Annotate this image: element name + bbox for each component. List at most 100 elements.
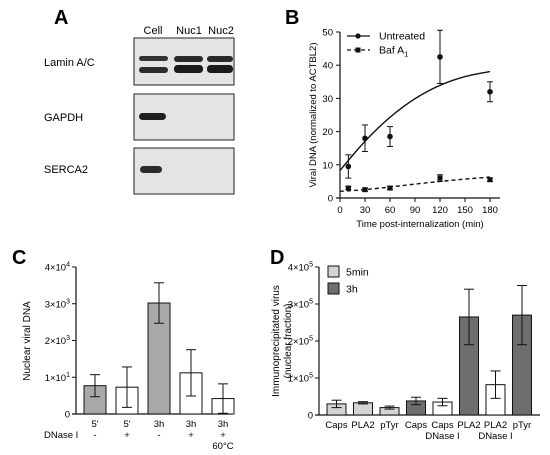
band-lamin-nuc2-upper (207, 56, 233, 62)
band-lamin-nuc1-upper (174, 56, 203, 62)
b-ytick-label: 20 (322, 127, 333, 138)
chart-c-dnase-row-label: DNase I (44, 430, 78, 441)
c-dnase-label: + (124, 430, 130, 441)
ytick-label: 1×101 (45, 372, 70, 384)
band-lamin-cell-lower (139, 67, 168, 73)
ytick-label: 3×105 (288, 299, 313, 311)
chart-b-legend: Untreated Baf A1 (347, 31, 425, 59)
blot-label-lamin: Lamin A/C (44, 57, 95, 69)
legend-5min: 5min (346, 267, 369, 279)
d-x-label: PLA2 (484, 420, 507, 431)
chart-c-y-ticks: 0 1×101 2×103 3×103 4×104 (45, 262, 76, 421)
d-x-label: PLA2 (457, 420, 480, 431)
blot-label-serca2: SERCA2 (44, 164, 88, 176)
b-fit-line (339, 176, 491, 193)
blot-serca2 (133, 147, 235, 195)
b-xtick-label: 180 (482, 205, 498, 216)
band-serca2-cell (140, 166, 162, 173)
band-lamin-nuc2-lower (207, 65, 233, 73)
chart-d-ylabel: Immunoprecipitated virus(nuclear fractio… (271, 285, 294, 397)
c-time-label: 5' (91, 419, 98, 430)
b-ytick-label: 0 (328, 194, 333, 205)
chart-c-x-labels: 5'-5'+3h-3h+3h+60°C (91, 419, 233, 452)
b-ytick-label: 30 (322, 94, 333, 105)
legend-swatch-5min (327, 265, 340, 278)
ytick-label: 4×104 (45, 262, 70, 274)
d-x-label: pTyr (380, 420, 398, 431)
b-ytick-label: 50 (322, 28, 333, 39)
panel-c-letter: C (12, 247, 26, 269)
d-x-label: pTyr (513, 420, 531, 431)
legend-bafa1: Baf A1 (379, 45, 408, 59)
blot-label-gapdh: GAPDH (44, 112, 83, 124)
d-x-label: Caps (405, 420, 427, 431)
c-time-label: 3h (218, 419, 229, 430)
legend-3h: 3h (346, 284, 358, 296)
lane-label-nuc2: Nuc2 (208, 25, 234, 37)
c-time-label: 3h (154, 419, 165, 430)
panel-a-letter: A (54, 7, 68, 29)
lane-label-cell: Cell (144, 25, 163, 37)
d-x-sublabel: DNase I (425, 431, 459, 442)
ytick-label: 1×105 (288, 373, 313, 385)
b-point-bafa1 (487, 177, 493, 183)
band-lamin-nuc1-lower (174, 65, 203, 73)
chart-b-y-ticks: 0 10 20 30 40 50 (322, 28, 340, 205)
b-point-bafa1 (345, 185, 351, 191)
blot-gapdh (133, 93, 235, 141)
c-time-label: 3h (186, 419, 197, 430)
chart-b-series (339, 29, 493, 193)
ytick-label: 2×103 (45, 335, 70, 347)
panel-a: A Cell Nuc1 Nuc2 Lamin A/C GAPDH SERCA2 (44, 7, 235, 195)
d-x-label: Caps (325, 420, 347, 431)
b-point-bafa1 (362, 187, 368, 193)
b-point-untreated (487, 88, 493, 95)
b-xtick-label: 0 (337, 205, 342, 216)
chart-c-ylabel: Nuclear viral DNA (22, 301, 33, 381)
panel-b: B 0 10 20 30 40 50 0 30 60 90 120 150 180 Viral DNA… (285, 7, 500, 230)
band-gapdh-cell (139, 113, 166, 120)
b-point-untreated (345, 163, 352, 170)
panel-d: D 0 1×105 2×105 3×105 4×105 Caps PLA2 pTyr Caps… (270, 247, 540, 442)
c-time-label: 5' (123, 419, 130, 430)
legend-swatch-3h (327, 282, 340, 295)
chart-d-bars (326, 285, 532, 416)
b-xtick-label: 150 (457, 205, 473, 216)
chart-b-xlabel: Time post-internalization (min) (356, 219, 483, 230)
chart-c-bars (83, 282, 235, 415)
b-xtick-label: 120 (432, 205, 448, 216)
chart-d-legend: 5min 3h (327, 265, 369, 296)
d-x-label: PLA2 (351, 420, 374, 431)
d-bar (353, 402, 373, 416)
legend-bafa1-name: Baf A (379, 45, 404, 57)
chart-b-x-ticks: 0 30 60 90 120 150 180 (337, 198, 498, 216)
ytick-label: 3×103 (45, 298, 70, 310)
chart-d-ylabel-line2: (nuclear fraction) (283, 303, 294, 378)
band-lamin-cell-upper (139, 56, 168, 61)
legend-untreated: Untreated (379, 31, 425, 43)
b-point-untreated (362, 135, 368, 142)
c-dnase-label: + (188, 430, 194, 441)
ytick-label: 0 (308, 411, 313, 422)
b-ytick-label: 10 (322, 160, 333, 171)
panel-d-letter: D (270, 247, 284, 269)
panel-c: C 0 1×101 2×103 3×103 4×104 5'-5'+3h-3h+3h+6… (12, 247, 235, 452)
d-x-label: Caps (431, 420, 453, 431)
b-ytick-label: 40 (322, 61, 333, 72)
b-point-untreated (437, 54, 443, 60)
c-extra-label: 60°C (212, 441, 233, 452)
ytick-label: 0 (65, 410, 70, 421)
b-xtick-label: 30 (360, 205, 371, 216)
b-xtick-label: 60 (385, 205, 396, 216)
ytick-label: 2×105 (288, 336, 313, 348)
d-x-sublabel: DNase I (478, 431, 512, 442)
c-dnase-label: + (220, 430, 226, 441)
lane-label-nuc1: Nuc1 (176, 25, 202, 37)
b-fit-line (339, 70, 491, 171)
panel-b-letter: B (285, 7, 299, 29)
chart-d-ylabel-line1: Immunoprecipitated virus (271, 285, 282, 397)
ytick-label: 4×105 (288, 262, 313, 274)
chart-d-y-ticks: 0 1×105 2×105 3×105 4×105 (288, 262, 319, 422)
blot-lamin (133, 37, 235, 86)
